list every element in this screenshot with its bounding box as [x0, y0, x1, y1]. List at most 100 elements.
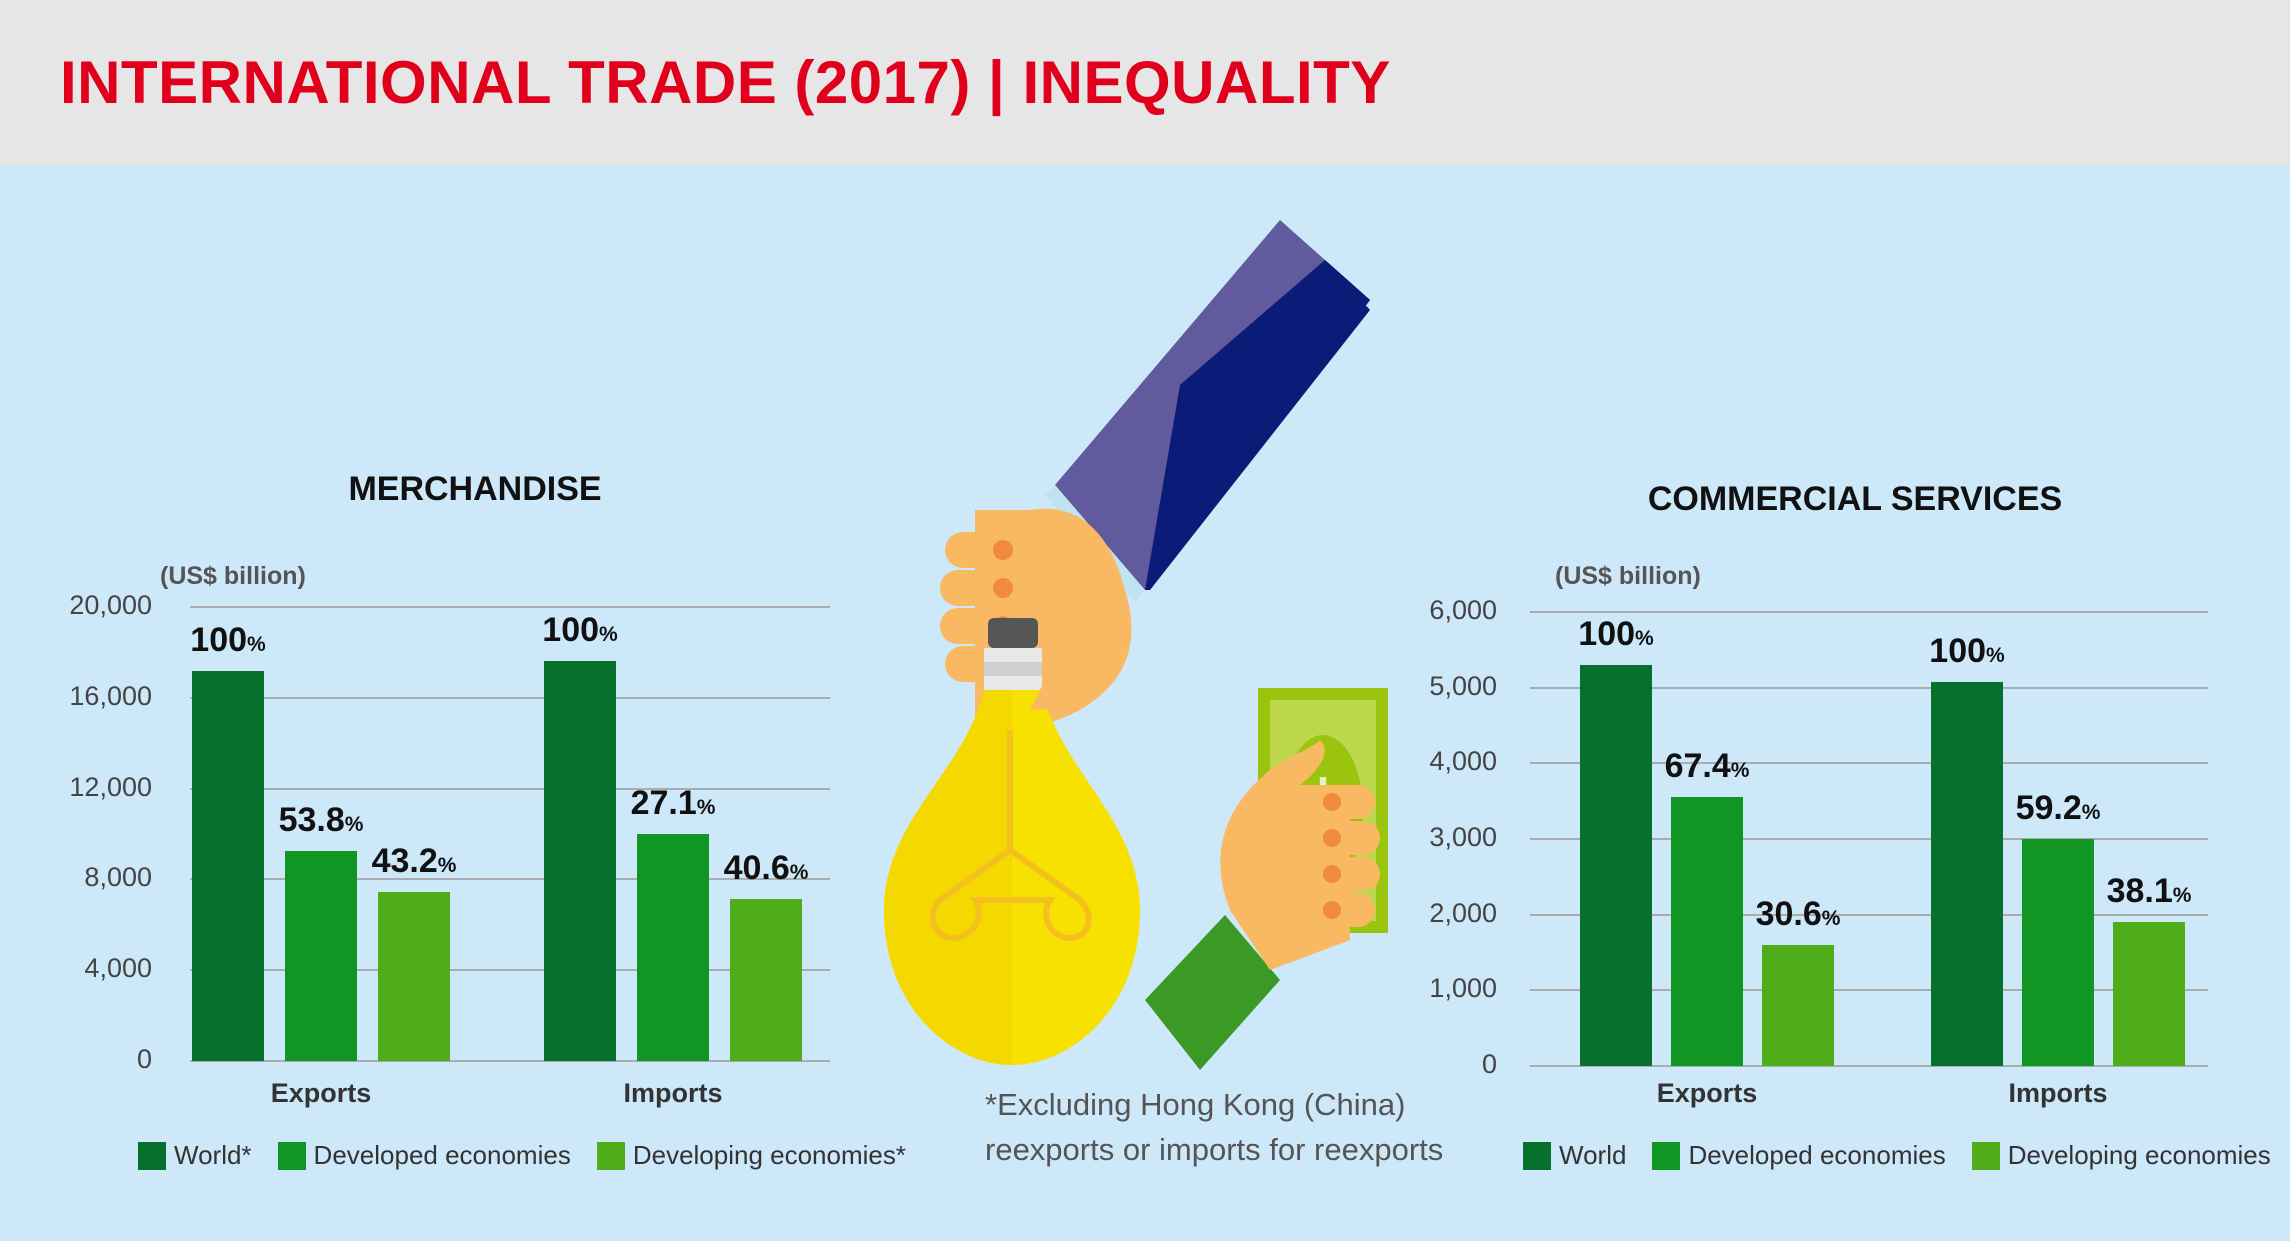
- percent-value: 100: [190, 620, 248, 659]
- bar-developed-economies-exports: [1671, 796, 1743, 1066]
- percent-sign: %: [1821, 906, 1841, 930]
- percent-label: 100%: [1546, 615, 1686, 654]
- y-tick-label: 12,000: [69, 771, 152, 802]
- y-axis-unit-label: (US$ billion): [160, 562, 306, 590]
- category-label: Imports: [2008, 1078, 2108, 1108]
- y-tick-label: 16,000: [69, 680, 152, 711]
- percent-sign: %: [2172, 884, 2192, 908]
- illustration: $: [884, 220, 1388, 1070]
- y-tick-label: 4,000: [84, 953, 152, 984]
- percent-sign: %: [437, 853, 457, 877]
- legend-item: Developed economies: [277, 1140, 571, 1171]
- bar-developing-economies-exports: [1762, 944, 1834, 1066]
- header-band: INTERNATIONAL TRADE (2017) | INEQUALITY: [0, 0, 2290, 165]
- gridline: [1530, 913, 2208, 916]
- percent-sign: %: [696, 796, 716, 819]
- legend-label: Developed economies: [1688, 1140, 1946, 1170]
- y-tick-label: 0: [1481, 1049, 1497, 1079]
- legend-swatch: [1523, 1141, 1551, 1170]
- percent-sign: %: [2081, 801, 2101, 824]
- bar-developed-economies-exports: [285, 851, 357, 1061]
- footnote-line-2: reexports or imports for reexports: [985, 1132, 1444, 1167]
- legend-item: World: [1523, 1140, 1626, 1171]
- y-tick-label: 1,000: [1429, 973, 1497, 1004]
- y-tick-label: 2,000: [1429, 897, 1497, 928]
- bar-world-imports: [544, 661, 616, 1061]
- bar-world-exports: [1580, 664, 1652, 1066]
- percent-value: 30.6: [1755, 894, 1822, 933]
- gridline: [190, 787, 830, 790]
- percent-label: 38.1%: [2079, 872, 2219, 911]
- percent-label: 53.8%: [251, 801, 391, 840]
- y-tick-label: 8,000: [84, 862, 152, 893]
- percent-sign: %: [1635, 626, 1654, 650]
- gridline: [190, 606, 830, 608]
- bar-developed-economies-imports: [2022, 839, 2094, 1066]
- gridline: [1530, 762, 2208, 765]
- bar-world-exports: [192, 670, 264, 1061]
- bar-developed-economies-imports: [637, 834, 709, 1061]
- page-title: INTERNATIONAL TRADE (2017) | INEQUALITY: [60, 49, 1391, 116]
- bar-developing-economies-imports: [730, 898, 802, 1061]
- percent-value: 43.2: [371, 841, 438, 880]
- y-tick-label: 0: [136, 1044, 152, 1074]
- percent-value: 100: [1578, 614, 1636, 653]
- category-label: Imports: [623, 1078, 723, 1108]
- gridline: [1530, 686, 2208, 689]
- percent-label: 100%: [1897, 632, 2037, 671]
- percent-value: 38.1: [2106, 872, 2173, 911]
- gridline: [190, 969, 830, 972]
- legend-label: Developing economies*: [632, 1140, 906, 1170]
- legend-item: World*: [138, 1140, 252, 1171]
- legend-swatch: [277, 1141, 306, 1170]
- bar-developing-economies-exports: [378, 891, 450, 1061]
- legend-item: Developing economies: [1971, 1140, 2271, 1171]
- percent-value: 40.6: [723, 848, 790, 887]
- percent-label: 59.2%: [1988, 789, 2128, 828]
- percent-label: 27.1%: [603, 784, 743, 823]
- percent-label: 100%: [158, 621, 298, 660]
- percent-label: 30.6%: [1728, 895, 1868, 934]
- percent-value: 67.4: [1664, 746, 1731, 785]
- footnote-line-1: *Excluding Hong Kong (China): [985, 1087, 1406, 1122]
- percent-value: 59.2: [2015, 789, 2082, 827]
- percent-label: 100%: [510, 611, 650, 650]
- legend-label: World: [1559, 1140, 1627, 1170]
- chart-title: COMMERCIAL SERVICES: [1647, 480, 2063, 518]
- legend: World* Developed economies Developing econ…: [138, 1140, 932, 1171]
- percent-sign: %: [789, 860, 809, 884]
- gridline: [190, 878, 830, 881]
- category-label: Exports: [270, 1078, 372, 1108]
- legend-swatch: [596, 1141, 625, 1170]
- percent-sign: %: [344, 813, 364, 837]
- percent-label: 40.6%: [696, 849, 836, 888]
- percent-sign: %: [247, 632, 266, 656]
- legend-item: Developing economies*: [596, 1140, 906, 1171]
- y-axis-unit-label: (US$ billion): [1555, 562, 1701, 590]
- y-tick-label: 4,000: [1429, 746, 1497, 777]
- footnote: *Excluding Hong Kong (China) reexports o…: [985, 1082, 1465, 1172]
- gridline: [1530, 1065, 2208, 1067]
- bar-developing-economies-imports: [2113, 922, 2185, 1066]
- legend: World Developed economies Developing econo…: [1523, 1140, 2290, 1171]
- percent-label: 67.4%: [1637, 747, 1777, 786]
- gridline: [1530, 611, 2208, 613]
- legend-label: Developing economies: [2007, 1140, 2271, 1170]
- bar-world-imports: [1931, 682, 2003, 1066]
- legend-swatch: [138, 1141, 166, 1170]
- gridline: [1530, 989, 2208, 992]
- gridline: [1530, 838, 2208, 840]
- legend-swatch: [1971, 1141, 2000, 1170]
- hand-with-dollar-bill-icon: $: [1145, 688, 1388, 1070]
- hand-with-lightbulb-icon: [884, 220, 1370, 1065]
- y-tick-label: 20,000: [69, 590, 152, 620]
- percent-sign: %: [1730, 758, 1750, 782]
- y-tick-label: 6,000: [1429, 595, 1497, 625]
- legend-swatch: [1652, 1141, 1681, 1170]
- percent-value: 100: [542, 611, 600, 650]
- chart-title: MERCHANDISE: [348, 470, 602, 508]
- gridline: [190, 1060, 830, 1062]
- gridline: [190, 696, 830, 699]
- y-tick-label: 3,000: [1429, 822, 1497, 852]
- percent-sign: %: [599, 623, 618, 647]
